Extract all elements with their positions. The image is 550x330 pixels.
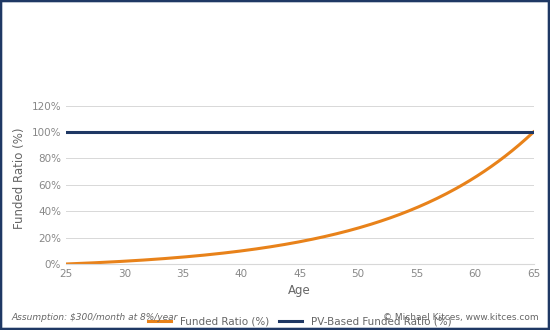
Funded Ratio (%)	[63, 262, 69, 266]
Funded Ratio (%)	[91, 261, 97, 265]
PV-Based Funded Ratio (%)	[105, 130, 112, 134]
Text: FUNDED RATIO COMPARISON: CONTRIBUTIONS ONLY,: FUNDED RATIO COMPARISON: CONTRIBUTIONS O…	[56, 30, 494, 46]
PV-Based Funded Ratio (%)	[152, 130, 158, 134]
PV-Based Funded Ratio (%)	[190, 130, 196, 134]
X-axis label: Age: Age	[288, 284, 311, 297]
Text: © Michael Kitces, www.kitces.com: © Michael Kitces, www.kitces.com	[383, 313, 539, 322]
PV-Based Funded Ratio (%)	[63, 130, 69, 134]
Legend: Funded Ratio (%), PV-Based Funded Ratio (%): Funded Ratio (%), PV-Based Funded Ratio …	[144, 313, 455, 330]
Funded Ratio (%)	[507, 150, 513, 154]
Funded Ratio (%)	[81, 261, 88, 265]
PV-Based Funded Ratio (%)	[530, 130, 537, 134]
Funded Ratio (%)	[490, 163, 497, 167]
PV-Based Funded Ratio (%)	[495, 130, 502, 134]
PV-Based Funded Ratio (%)	[512, 130, 518, 134]
PV-Based Funded Ratio (%)	[81, 130, 88, 134]
Y-axis label: Funded Ratio (%): Funded Ratio (%)	[13, 127, 26, 229]
PV-Based Funded Ratio (%)	[91, 130, 97, 134]
Funded Ratio (%)	[530, 130, 537, 134]
PV-Based Funded Ratio (%)	[208, 130, 215, 134]
Text: OR INCLUDING PV OF FUTURE GROWTH: OR INCLUDING PV OF FUTURE GROWTH	[112, 57, 438, 73]
Funded Ratio (%)	[150, 257, 156, 261]
Text: Assumption: $300/month at 8%/year: Assumption: $300/month at 8%/year	[11, 313, 177, 322]
Funded Ratio (%)	[187, 254, 194, 258]
Line: Funded Ratio (%): Funded Ratio (%)	[66, 132, 534, 264]
